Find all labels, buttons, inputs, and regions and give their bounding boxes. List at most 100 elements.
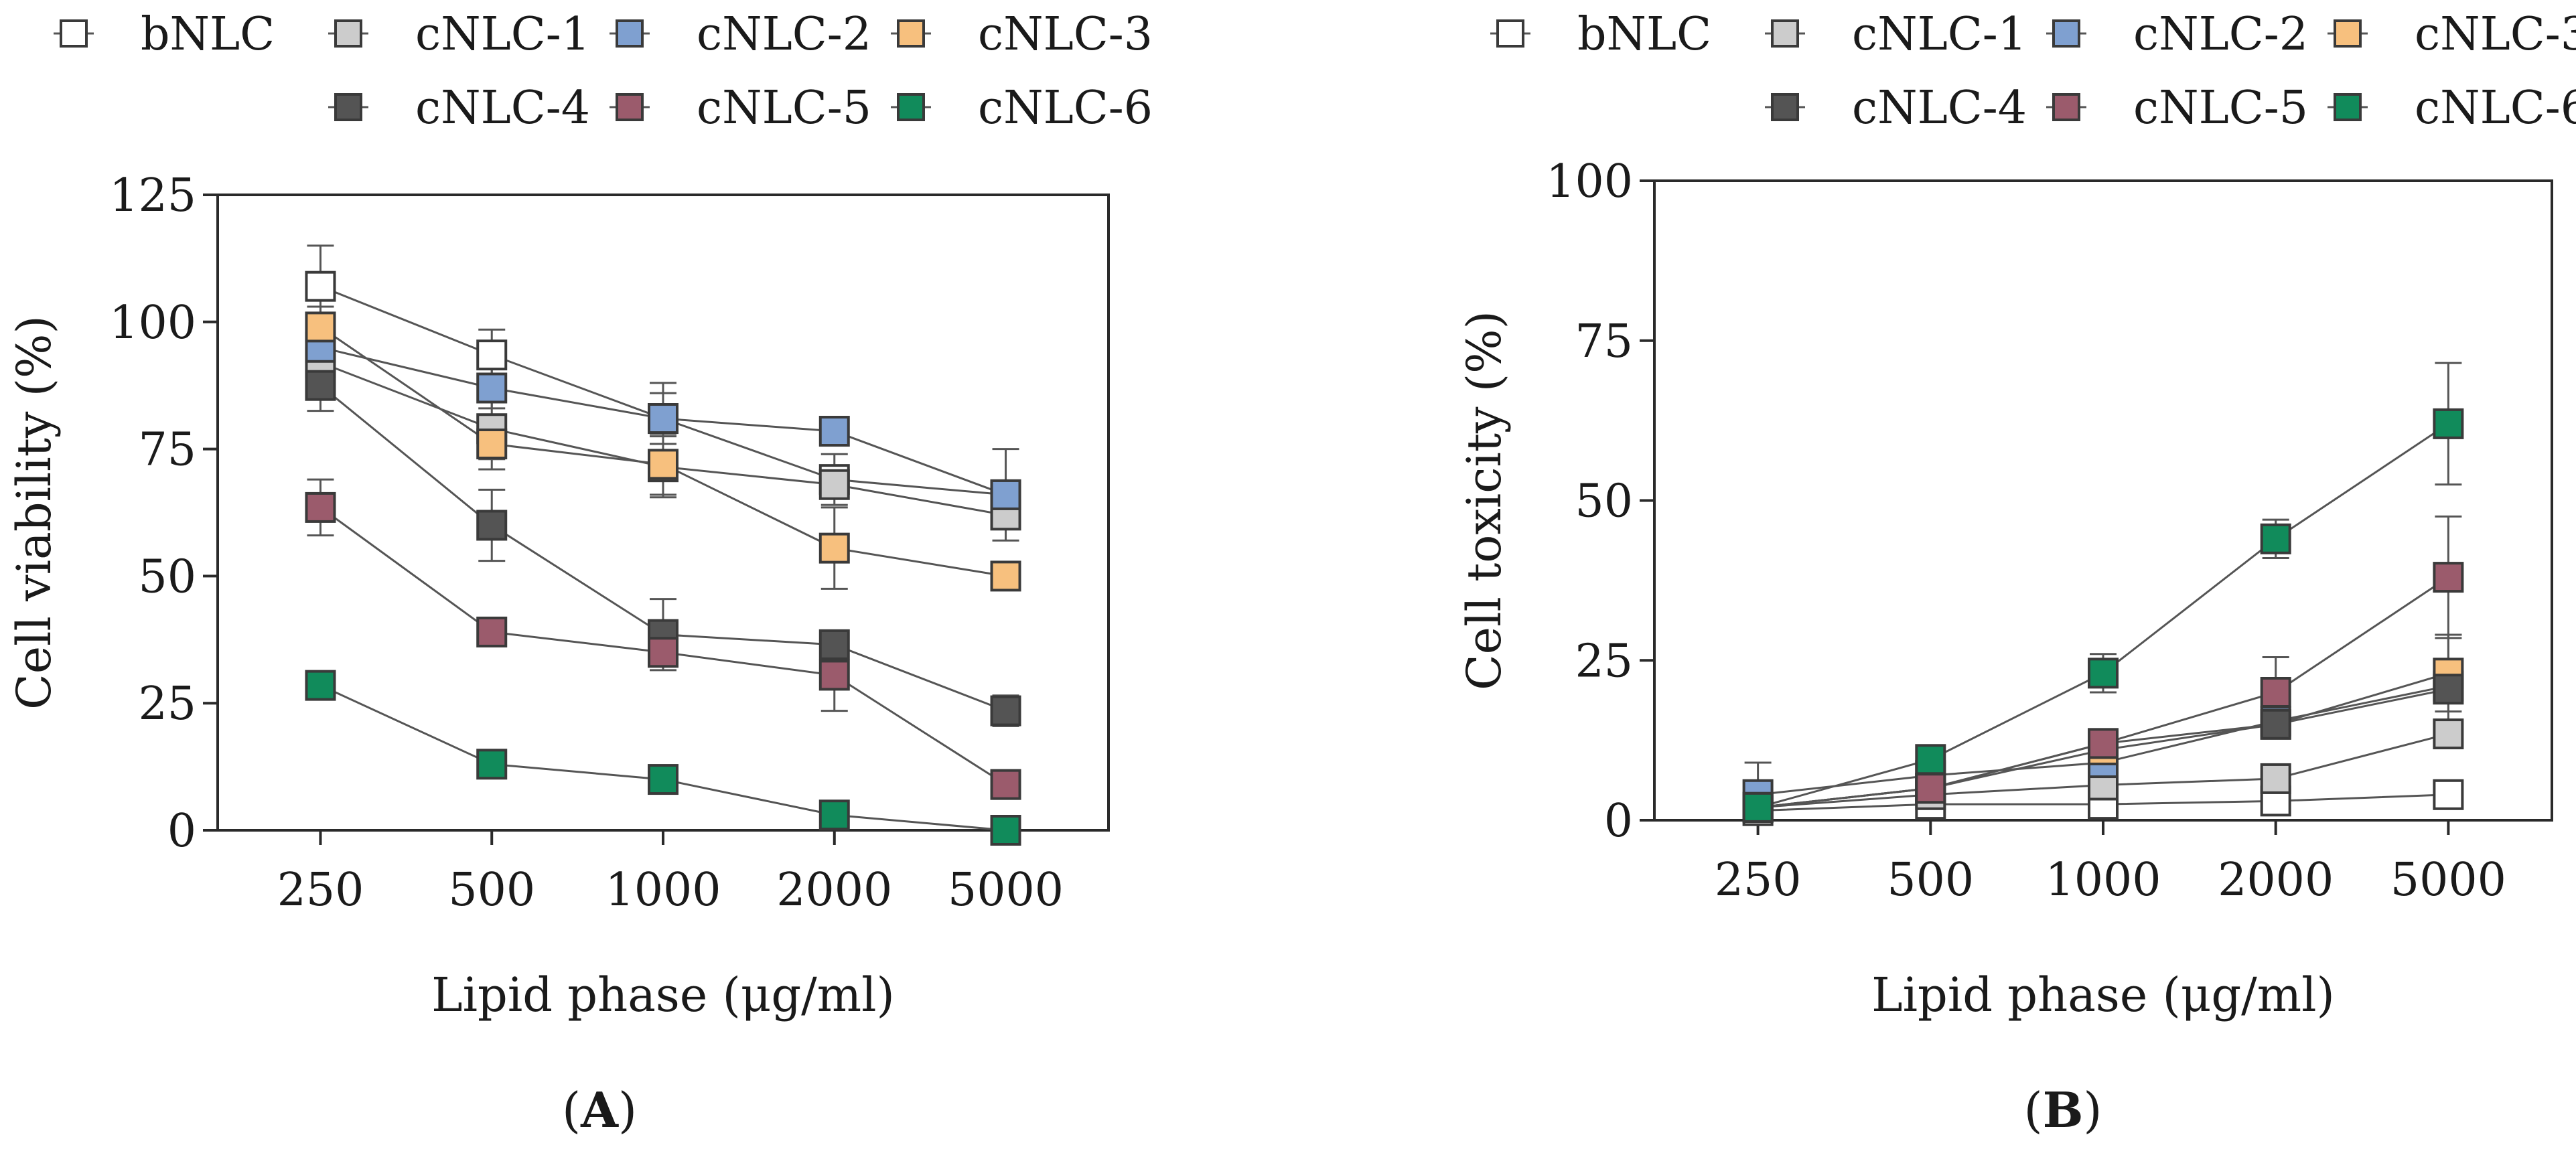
data-point-a-cnlc-5 [990,769,1021,800]
legend-swatch-b [2334,19,2362,48]
legend-label-b: cNLC-5 [2133,82,2308,135]
legend-label-b: cNLC-1 [1852,8,2027,61]
y-tick-label-a: 125 [109,169,196,222]
legend-swatch-b [1771,93,1799,121]
x-tick-label-a: 5000 [948,864,1064,917]
data-point-a-cnlc-6 [305,670,336,701]
x-tick-label-b: 250 [1715,854,1802,907]
y-tick-label-a: 75 [138,424,196,477]
data-point-a-bnlc [305,271,336,302]
data-point-a-cnlc-5 [476,616,508,647]
data-point-b-bnlc [2433,779,2464,810]
x-tick-label-a: 1000 [605,864,721,917]
y-tick-label-a: 0 [167,805,196,858]
data-point-a-cnlc-2 [818,416,850,447]
y-axis-title-b: Cell toxicity (%) [1457,311,1512,690]
legend-label-a: cNLC-5 [697,82,871,135]
data-point-a-cnlc-4 [990,695,1021,726]
panel-a-label: (A) [562,1081,637,1138]
x-tick-label-a: 250 [277,864,364,917]
panel-b-label: (B) [2023,1081,2102,1138]
data-point-a-cnlc-3 [818,532,850,564]
x-axis-title-b: Lipid phase (μg/ml) [1871,968,2335,1022]
legend-item-a-bnlc: bNLC [54,8,275,61]
data-point-a-cnlc-5 [648,637,678,668]
legend-label-b: cNLC-2 [2133,8,2308,61]
legend-item-b-cnlc-3: cNLC-3 [2328,8,2576,61]
data-point-a-cnlc-5 [305,491,336,523]
legend-swatch-b [1771,19,1799,48]
panel-b: 0 25 50 75 100 250 500 1000 2000 5000 Lipid phase … [1457,8,2576,1022]
data-point-a-cnlc-6 [818,799,850,831]
y-tick-label-a: 50 [138,550,196,603]
x-tick-label-b: 5000 [2390,854,2506,907]
data-point-b-cnlc-4 [2433,674,2464,705]
legend-item-a-cnlc-4: cNLC-4 [328,82,590,135]
data-point-a-cnlc-2 [990,479,1021,510]
data-point-b-cnlc-6 [1915,744,1946,775]
y-tick-label-b: 100 [1546,155,1633,208]
legend-swatch-a [60,19,88,48]
data-point-b-cnlc-6 [2433,408,2464,439]
data-point-a-cnlc-4 [305,370,336,401]
legend-swatch-a [616,93,644,121]
data-point-a-cnlc-2 [648,403,678,435]
legend-label-b: bNLC [1577,8,1711,61]
data-point-a-cnlc-2 [476,372,508,404]
data-point-a-cnlc-3 [648,449,678,480]
legend-label-b: cNLC-6 [2415,82,2576,135]
data-point-a-cnlc-6 [990,815,1021,846]
y-tick-label-b: 50 [1575,475,1633,528]
data-point-a-cnlc-1 [818,469,850,500]
legend-swatch-b [2052,19,2080,48]
series-line-a-cnlc-6 [319,684,1006,832]
legend-swatch-b [2052,93,2080,121]
data-point-a-cnlc-3 [476,429,508,460]
data-point-a-cnlc-6 [648,764,678,795]
x-tick-label-a: 500 [448,864,535,917]
panel-a: 0 25 50 75 100 125 250 500 1000 2000 5000 Lipid pha… [7,8,1153,1022]
legend-swatch-a [334,93,362,121]
legend-item-a-cnlc-3: cNLC-3 [891,8,1153,61]
data-point-b-cnlc-6 [2260,523,2291,554]
legend-item-b-cnlc-6: cNLC-6 [2328,82,2576,135]
legend-item-a-cnlc-1: cNLC-1 [328,8,590,61]
legend-swatch-b [2334,93,2362,121]
data-point-b-cnlc-5 [2260,677,2291,708]
y-tick-label-a: 25 [138,678,196,731]
data-point-a-cnlc-3 [990,560,1021,592]
legend-label-a: cNLC-4 [415,82,590,135]
data-point-a-cnlc-4 [476,510,508,541]
y-tick-label-b: 75 [1575,315,1633,368]
data-point-a-cnlc-5 [818,660,850,691]
data-point-a-cnlc-3 [305,311,336,343]
legend-swatch-a [334,19,362,48]
x-tick-label-b: 2000 [2218,854,2334,907]
data-point-a-cnlc-6 [476,749,508,780]
x-axis-title-a: Lipid phase (μg/ml) [431,968,895,1022]
data-point-a-bnlc [476,339,508,371]
data-point-a-cnlc-4 [818,629,850,660]
legend-label-a: cNLC-6 [978,82,1153,135]
y-tick-label-b: 25 [1575,635,1633,688]
data-point-b-cnlc-5 [2088,728,2119,759]
x-tick-label-a: 2000 [776,864,892,917]
x-tick-label-b: 500 [1887,854,1974,907]
data-point-b-cnlc-6 [1742,791,1774,823]
plot-frame-a [216,194,1110,832]
legend-label-b: cNLC-4 [1852,82,2027,135]
data-point-b-cnlc-5 [2433,562,2464,593]
data-point-b-cnlc-1 [2433,718,2464,750]
legend-item-a-cnlc-6: cNLC-6 [891,82,1153,135]
legend-item-a-cnlc-2: cNLC-2 [610,8,871,61]
y-tick-label-a: 100 [109,297,196,350]
legend-item-b-cnlc-1: cNLC-1 [1765,8,2027,61]
x-tick-label-b: 1000 [2045,854,2161,907]
data-point-b-cnlc-1 [2260,763,2291,794]
plot-frame-b [1653,179,2553,822]
legend-label-a: cNLC-1 [415,8,590,61]
legend-label-b: cNLC-3 [2415,8,2576,61]
legend-swatch-a [897,19,925,48]
legend-item-b-bnlc: bNLC [1490,8,1711,61]
data-point-b-cnlc-6 [2088,658,2119,689]
